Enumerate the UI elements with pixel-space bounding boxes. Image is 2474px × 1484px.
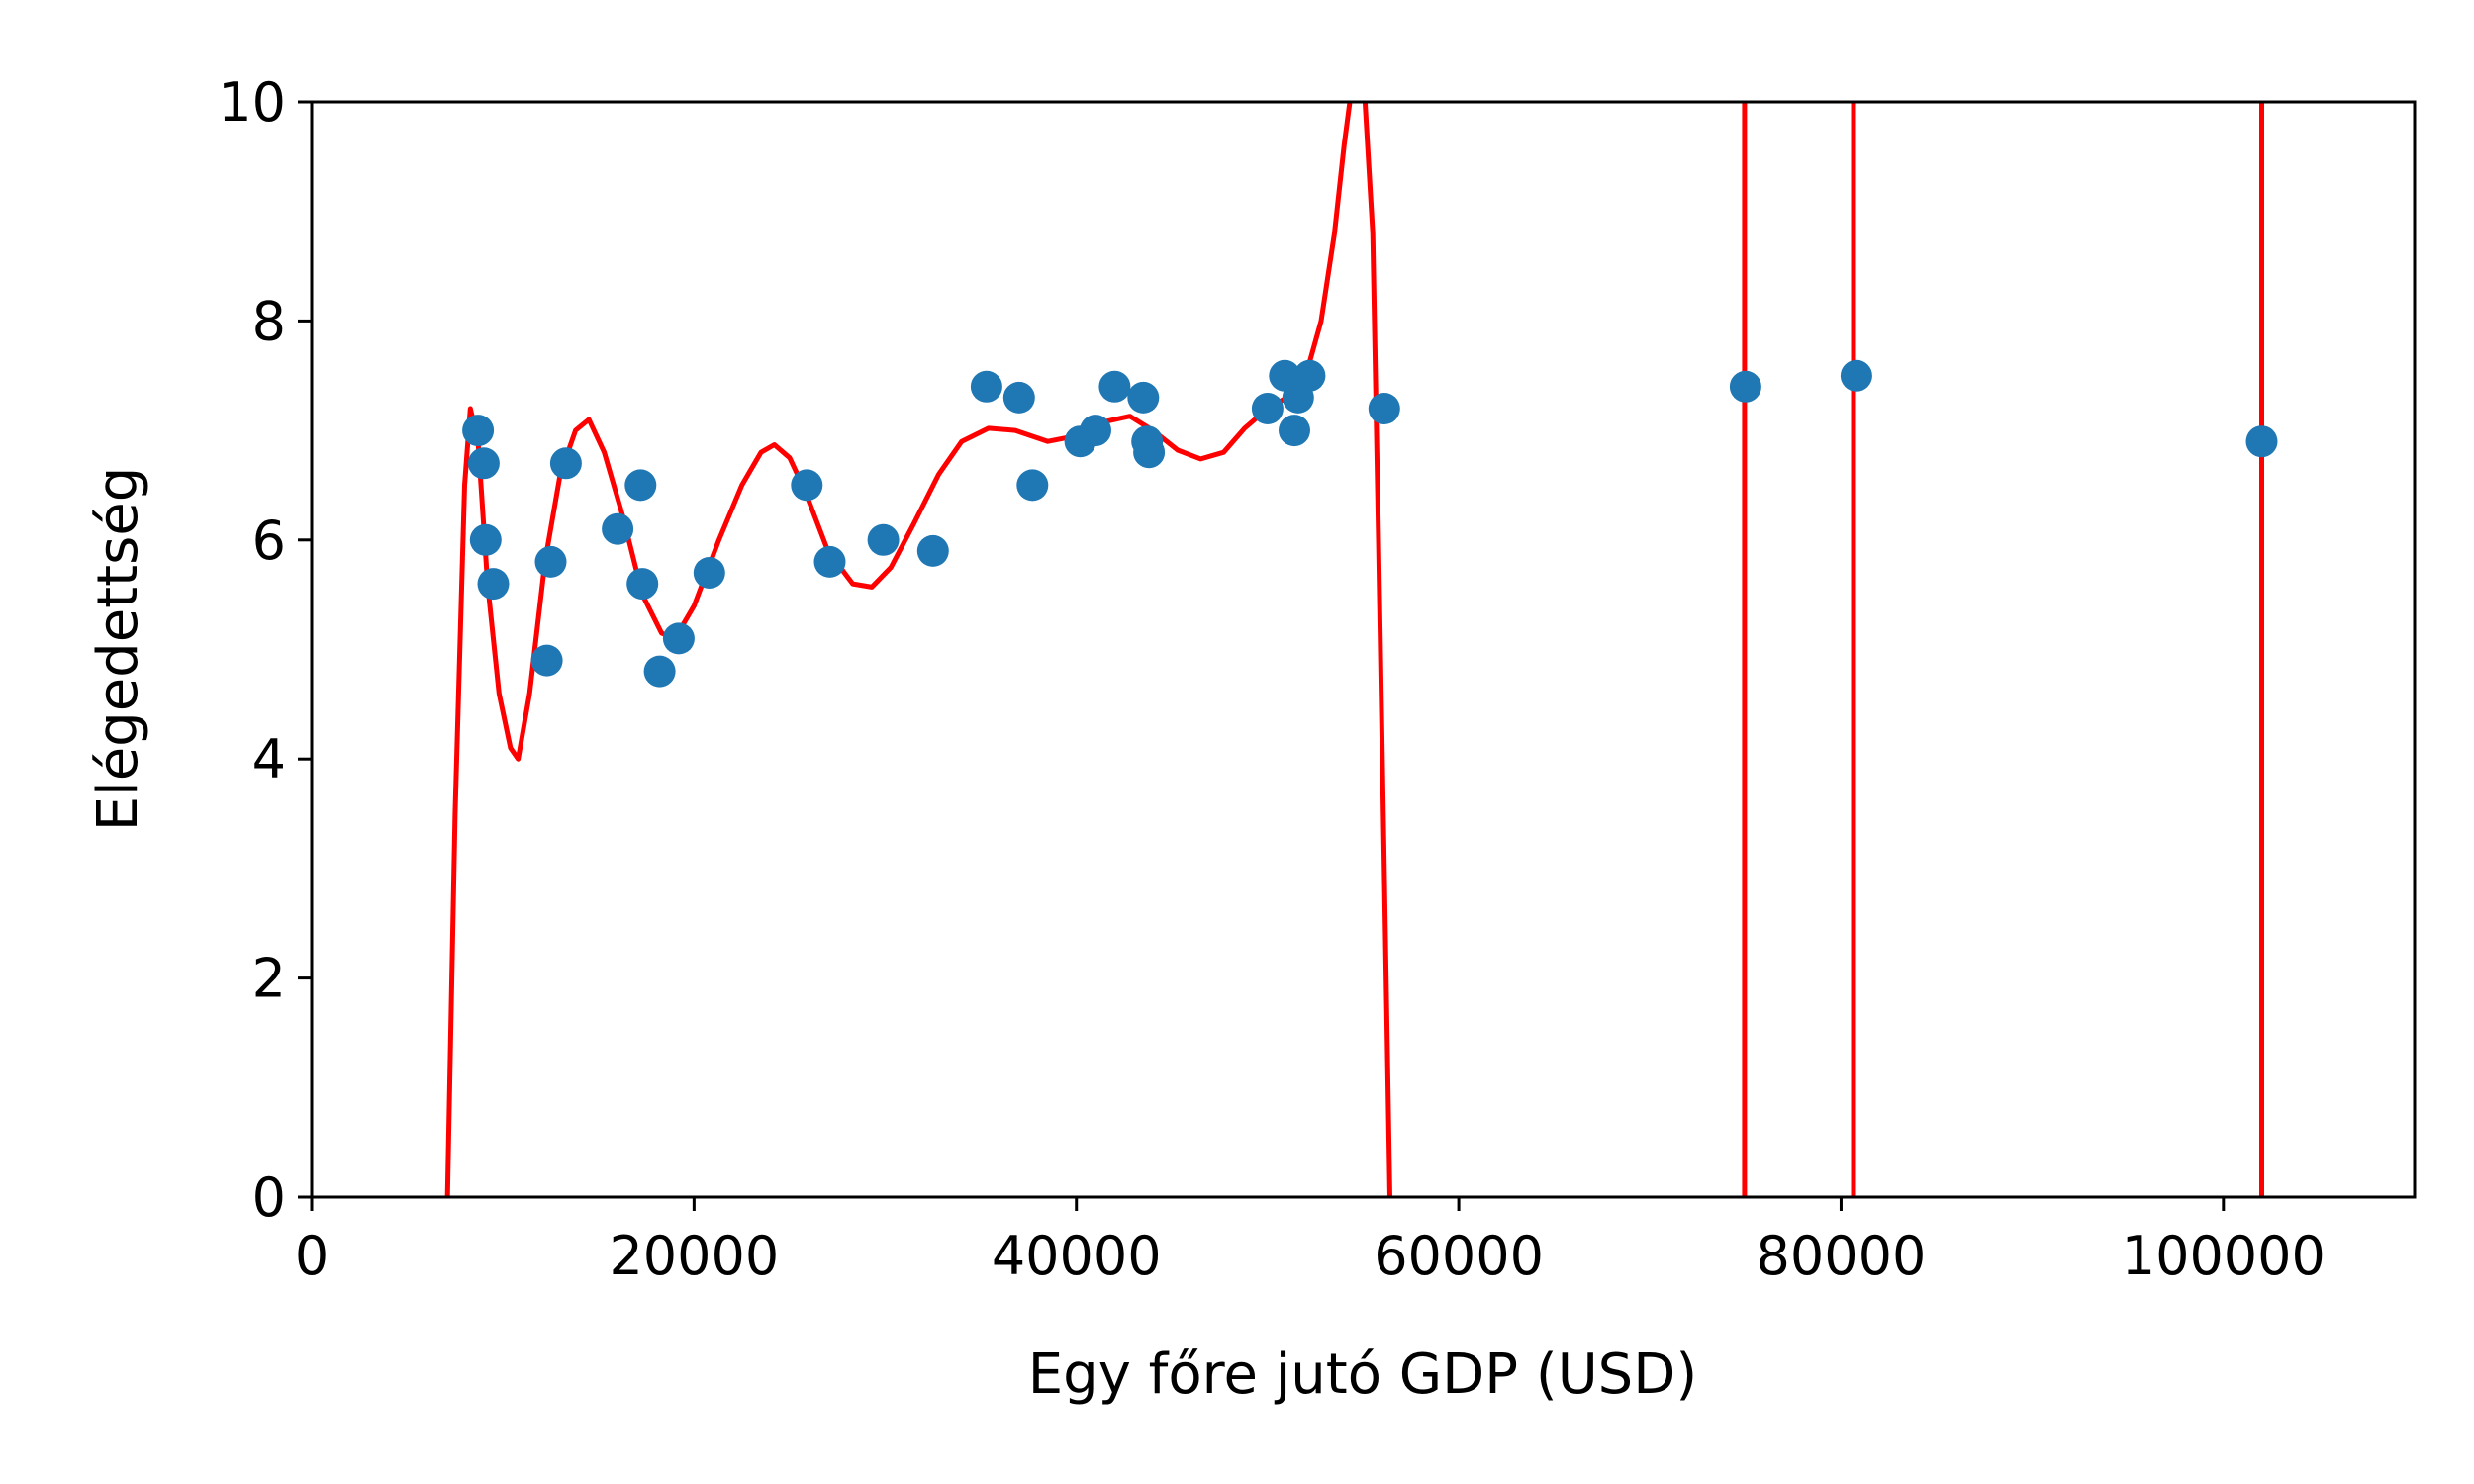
- data-point: [477, 568, 510, 601]
- plot-background: [312, 102, 2415, 1197]
- data-point: [1098, 370, 1131, 403]
- data-point: [1127, 381, 1160, 414]
- y-tick-label: 6: [252, 510, 286, 572]
- data-point: [1251, 393, 1284, 424]
- data-point: [662, 622, 695, 655]
- data-point: [1133, 436, 1166, 469]
- data-point: [1840, 359, 1872, 392]
- data-point: [462, 415, 495, 447]
- fit-curve-segment: [1362, 102, 1392, 1197]
- x-tick-label: 20000: [609, 1225, 779, 1287]
- y-axis: 0 2 4 6 8 10: [218, 71, 312, 1229]
- data-point: [916, 534, 949, 567]
- data-point: [602, 512, 634, 545]
- x-axis-label: Egy főre jutó GDP (USD): [1028, 1343, 1697, 1407]
- data-point: [534, 545, 567, 578]
- y-tick-label: 0: [252, 1166, 286, 1229]
- data-point: [1729, 370, 1761, 403]
- data-point: [549, 447, 582, 480]
- x-tick-label: 60000: [1374, 1225, 1544, 1287]
- data-point: [624, 469, 657, 502]
- y-tick-label: 2: [252, 948, 286, 1010]
- plot-frame: [310, 100, 2417, 1199]
- data-point: [1016, 469, 1049, 502]
- x-tick-label: 0: [295, 1225, 329, 1287]
- data-point: [643, 655, 676, 688]
- x-axis: 0 20000 40000 60000 80000 100000: [295, 1197, 2326, 1287]
- data-point: [2245, 425, 2278, 458]
- data-point: [813, 545, 846, 578]
- data-point: [693, 557, 725, 589]
- y-axis-label: Elégedettség: [86, 467, 150, 831]
- data-point: [791, 469, 823, 502]
- series-layer: [444, 102, 2278, 1197]
- x-tick-label: 40000: [992, 1225, 1162, 1287]
- data-point: [1002, 381, 1035, 414]
- x-tick-label: 80000: [1757, 1225, 1927, 1287]
- data-point: [1368, 393, 1400, 424]
- data-point: [1279, 415, 1310, 447]
- data-point: [970, 370, 1002, 403]
- y-tick-label: 8: [252, 290, 286, 352]
- data-point: [469, 523, 502, 556]
- data-point: [1293, 359, 1326, 392]
- data-point: [867, 523, 900, 556]
- data-point: [467, 447, 500, 480]
- data-point: [1080, 415, 1111, 447]
- data-point: [530, 644, 563, 677]
- data-point: [626, 568, 659, 601]
- y-tick-label: 4: [252, 728, 286, 790]
- y-tick-label: 10: [218, 71, 286, 134]
- x-tick-label: 100000: [2122, 1225, 2326, 1287]
